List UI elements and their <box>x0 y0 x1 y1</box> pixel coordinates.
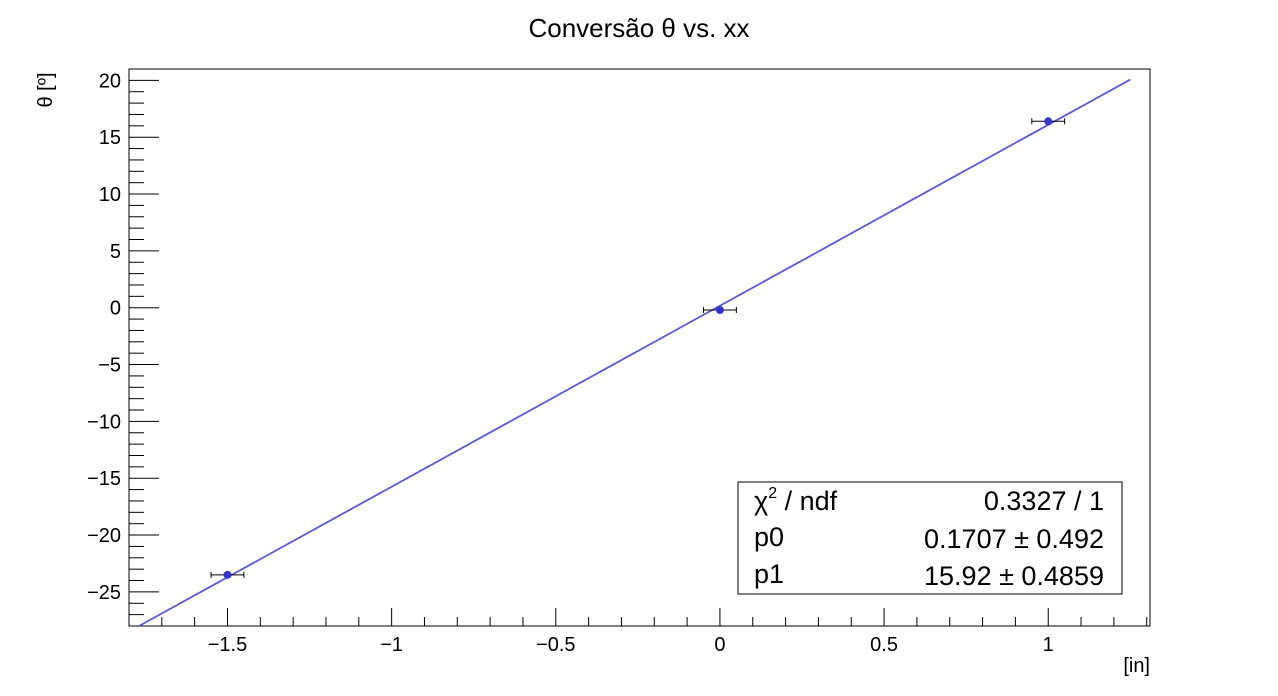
x-tick-label: −1 <box>380 634 403 656</box>
stats-value-p0: 0.1707 ± 0.492 <box>924 524 1104 554</box>
stats-label-p1: p1 <box>754 559 784 589</box>
x-tick-label: −1.5 <box>208 634 247 656</box>
y-tick-label: −10 <box>87 411 121 433</box>
x-tick-label: −0.5 <box>536 634 575 656</box>
x-tick-label: 0.5 <box>870 634 898 656</box>
x-tick-label: 0 <box>714 634 725 656</box>
chi-superscript: 2 <box>768 485 777 502</box>
y-tick-label: 10 <box>99 184 121 206</box>
chi-label-rest: / ndf <box>777 486 838 516</box>
data-point <box>715 305 724 314</box>
y-axis-label: θ [º] <box>35 72 57 107</box>
stats-label-chi2: χ2 / ndf <box>754 485 838 516</box>
y-tick-label: −20 <box>87 525 121 547</box>
stats-box: χ2 / ndf 0.3327 / 1 p0 0.1707 ± 0.492 p1… <box>737 481 1123 595</box>
data-marks <box>138 78 1131 627</box>
y-tick-label: −25 <box>87 582 121 604</box>
data-point <box>1044 117 1053 126</box>
y-tick-label: 20 <box>99 70 121 92</box>
x-tick-label: 1 <box>1043 634 1054 656</box>
y-tick-label: −15 <box>87 468 121 490</box>
y-tick-label: 5 <box>110 241 121 263</box>
y-tick-label: 0 <box>110 298 121 320</box>
fit-line <box>138 78 1131 627</box>
y-tick-label: 15 <box>99 127 121 149</box>
plot-frame <box>128 68 1151 627</box>
chi-symbol: χ <box>754 486 768 516</box>
stats-value-p1: 15.92 ± 0.4859 <box>924 561 1104 591</box>
stats-value-chi2: 0.3327 / 1 <box>984 486 1104 516</box>
x-axis-label: [in] <box>1123 655 1150 677</box>
chart-title: Conversão θ vs. xx <box>528 13 749 43</box>
y-tick-label: −5 <box>98 355 121 377</box>
stats-box-frame <box>737 481 1123 595</box>
axes: −1.5 −1 −0.5 0 0.5 1 −25 −20 −15 −10 −5 0 5 10 15 20 <box>87 68 1148 656</box>
data-point <box>223 570 232 579</box>
stats-label-p0: p0 <box>754 522 784 552</box>
